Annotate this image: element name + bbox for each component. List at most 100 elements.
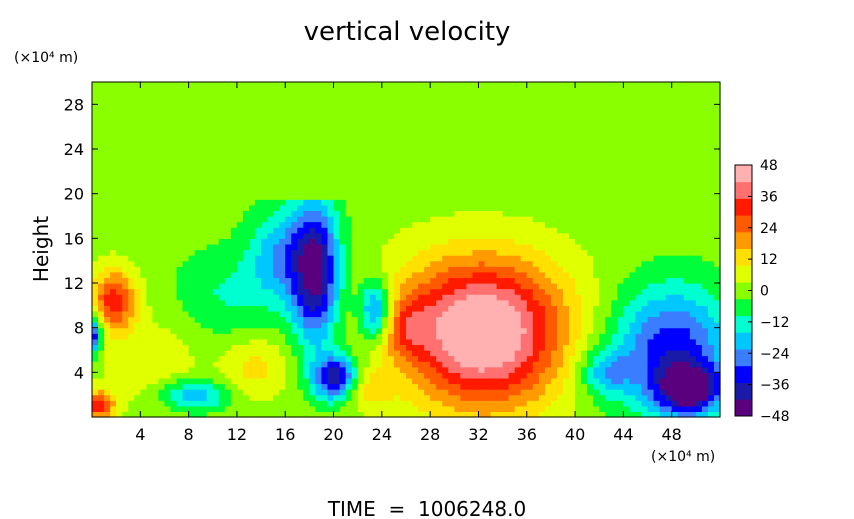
heatmap-cell	[593, 405, 600, 413]
heatmap-cell	[218, 238, 226, 245]
heatmap-cell	[333, 277, 341, 284]
heatmap-cell	[569, 232, 576, 239]
heatmap-cell	[339, 160, 347, 167]
heatmap-cell	[424, 176, 431, 184]
heatmap-cell	[418, 377, 425, 385]
heatmap-cell	[629, 355, 637, 362]
heatmap-cell	[255, 377, 262, 385]
heatmap-cell	[188, 333, 196, 340]
heatmap-cell	[261, 400, 268, 407]
heatmap-cell	[496, 188, 504, 195]
heatmap-cell	[110, 344, 117, 351]
heatmap-cell	[200, 154, 208, 161]
heatmap-cell	[146, 411, 153, 418]
heatmap-cell	[605, 355, 612, 362]
heatmap-cell	[152, 333, 160, 340]
heatmap-cell	[550, 377, 558, 385]
heatmap-cell	[575, 355, 582, 362]
heatmap-cell	[291, 204, 298, 212]
heatmap-cell	[194, 271, 202, 279]
heatmap-cell	[647, 411, 655, 418]
heatmap-cell	[399, 283, 407, 290]
heatmap-cell	[188, 255, 196, 262]
heatmap-cell	[128, 160, 135, 167]
heatmap-cell	[671, 182, 679, 189]
heatmap-cell	[285, 232, 292, 239]
heatmap-cell	[635, 405, 643, 413]
heatmap-cell	[230, 283, 238, 290]
heatmap-cell	[490, 255, 498, 262]
heatmap-cell	[303, 260, 310, 267]
heatmap-cell	[514, 149, 522, 156]
heatmap-cell	[255, 305, 262, 312]
heatmap-cell	[581, 344, 588, 351]
heatmap-cell	[665, 249, 673, 256]
heatmap-cell	[436, 405, 443, 413]
heatmap-cell	[291, 288, 298, 295]
heatmap-cell	[635, 149, 643, 156]
heatmap-cell	[641, 199, 649, 206]
heatmap-cell	[230, 154, 238, 161]
heatmap-cell	[134, 327, 141, 334]
heatmap-cell	[140, 294, 147, 301]
heatmap-cell	[713, 383, 721, 390]
heatmap-cell	[695, 243, 703, 251]
heatmap-cell	[605, 266, 612, 273]
heatmap-cell	[285, 182, 292, 189]
heatmap-cell	[158, 305, 166, 312]
heatmap-cell	[599, 372, 606, 379]
heatmap-cell	[653, 255, 661, 262]
heatmap-cell	[665, 327, 673, 334]
heatmap-cell	[279, 171, 286, 178]
heatmap-cell	[176, 182, 184, 189]
heatmap-cell	[587, 216, 594, 223]
heatmap-cell	[230, 149, 238, 156]
heatmap-cell	[333, 210, 341, 217]
heatmap-cell	[617, 271, 624, 279]
heatmap-cell	[116, 277, 123, 284]
heatmap-cell	[218, 255, 226, 262]
heatmap-cell	[375, 366, 383, 373]
heatmap-cell	[466, 316, 474, 323]
heatmap-cell	[683, 377, 691, 385]
heatmap-cell	[701, 199, 709, 206]
heatmap-cell	[104, 176, 111, 184]
heatmap-cell	[466, 260, 474, 267]
heatmap-cell	[623, 160, 631, 167]
heatmap-cell	[110, 322, 117, 329]
heatmap-cell	[333, 350, 341, 357]
heatmap-cell	[665, 299, 673, 306]
heatmap-cell	[550, 310, 558, 318]
heatmap-cell	[206, 154, 214, 161]
heatmap-cell	[236, 327, 244, 334]
heatmap-cell	[182, 361, 190, 368]
heatmap-cell	[182, 255, 190, 262]
heatmap-cell	[122, 299, 129, 306]
heatmap-cell	[514, 176, 522, 184]
heatmap-cell	[230, 221, 238, 228]
heatmap-cell	[212, 227, 220, 234]
heatmap-cell	[242, 204, 250, 212]
heatmap-cell	[514, 260, 522, 267]
heatmap-cell	[502, 199, 510, 206]
heatmap-cell	[351, 171, 359, 178]
heatmap-cell	[170, 160, 178, 167]
heatmap-cell	[707, 249, 715, 256]
heatmap-cell	[484, 310, 492, 318]
heatmap-cell	[550, 355, 558, 362]
heatmap-cell	[387, 366, 395, 373]
heatmap-cell	[303, 182, 310, 189]
heatmap-cell	[291, 266, 298, 273]
heatmap-cell	[363, 344, 371, 351]
heatmap-cell	[623, 283, 631, 290]
heatmap-cell	[502, 210, 510, 217]
heatmap-cell	[418, 149, 425, 156]
heatmap-cell	[448, 171, 455, 178]
heatmap-cell	[508, 260, 516, 267]
heatmap-cell	[412, 400, 419, 407]
heatmap-cell	[641, 372, 649, 379]
heatmap-cell	[399, 333, 407, 340]
heatmap-cell	[412, 299, 419, 306]
heatmap-cell	[369, 199, 377, 206]
heatmap-cell	[605, 299, 612, 306]
